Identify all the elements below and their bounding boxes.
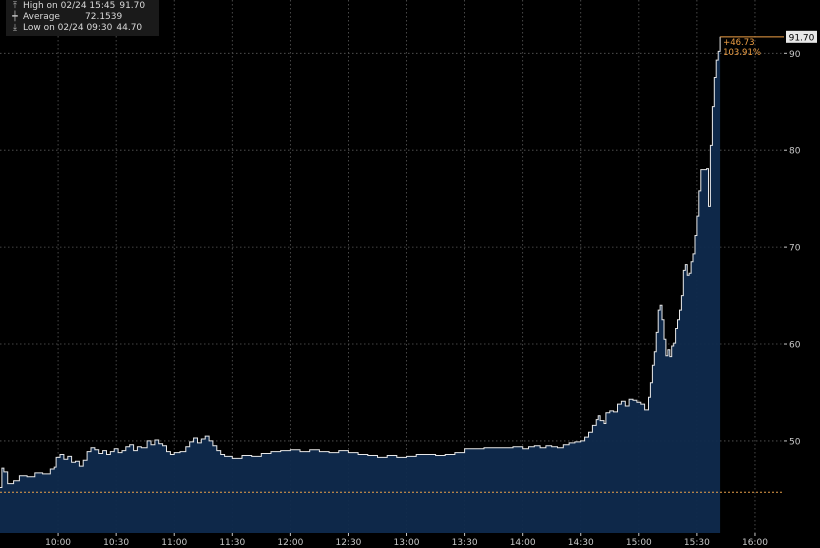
x-tick-label: 15:30 (684, 538, 710, 548)
legend-value: 72.1539 (85, 12, 123, 22)
x-tick-label: 14:30 (568, 538, 594, 548)
average-line-icon: ┿ (12, 12, 18, 22)
x-tick-label: 11:30 (219, 538, 245, 548)
legend-label: High on 02/24 15:45 (23, 1, 116, 11)
y-tick-label: 60 (789, 341, 801, 351)
x-tick-label: 11:00 (161, 538, 187, 548)
x-tick-label: 13:00 (394, 538, 420, 548)
y-tick-label: 80 (789, 147, 801, 157)
legend-row-low: ⤓ Low on 02/24 09:30 44.70 (10, 23, 153, 34)
y-tick-label: 90 (789, 50, 801, 60)
change-label: +46.73 (723, 38, 754, 48)
low-arrow-icon: ⤓ (13, 23, 17, 33)
last-value-tag (786, 30, 817, 43)
legend: ⤒ High on 02/24 15:45 91.70 ┿ Average 72… (6, 0, 160, 36)
price-area (0, 36, 721, 534)
x-tick-label: 14:00 (510, 538, 536, 548)
legend-label: Average (23, 12, 60, 22)
legend-value: 44.70 (116, 23, 143, 33)
x-tick-label: 10:30 (103, 538, 129, 548)
last-value-label: 91.70 (789, 33, 815, 43)
change-pct-label: 103.91% (723, 48, 761, 58)
y-tick-label: 70 (789, 244, 801, 254)
price-line (0, 36, 721, 488)
x-tick-label: 13:30 (452, 538, 478, 548)
x-tick-label: 12:30 (335, 538, 361, 548)
high-arrow-icon: ⤒ (13, 1, 17, 11)
y-tick-label: 50 (789, 437, 801, 447)
legend-label: Low on 02/24 09:30 (23, 23, 113, 33)
legend-row-average: ┿ Average 72.1539 (10, 12, 153, 23)
y-axis: 50 60 70 80 90 (784, 50, 801, 447)
x-axis: 10:00 10:30 11:00 11:30 12:00 12:30 13:00 13:30… (45, 533, 768, 548)
legend-row-high: ⤒ High on 02/24 15:45 91.70 (10, 1, 153, 12)
x-tick-label: 12:00 (277, 538, 303, 548)
x-tick-label: 15:00 (626, 538, 652, 548)
x-tick-label: 16:00 (742, 538, 768, 548)
legend-value: 91.70 (119, 1, 146, 11)
x-tick-label: 10:00 (45, 538, 71, 548)
